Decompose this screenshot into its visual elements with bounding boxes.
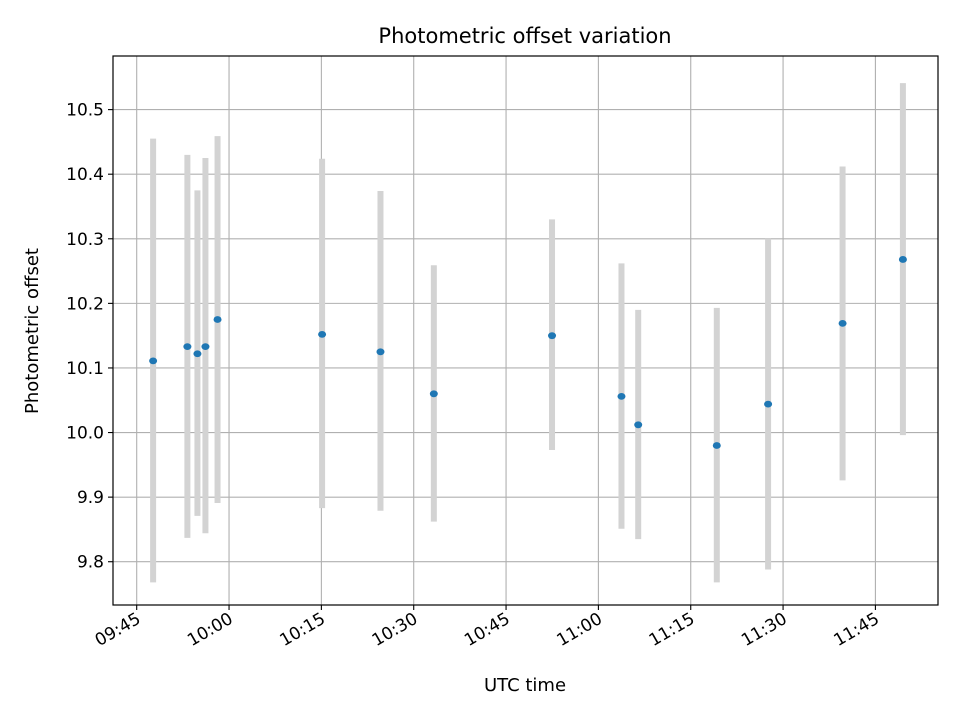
grid-lines [113,56,938,605]
data-point [617,392,626,400]
x-tick-label: 11:15 [646,609,698,651]
data-points [149,256,907,449]
y-axis-ticks: 9.8 9.9 10.0 10.1 10.2 10.3 10.4 10.5 [66,101,113,573]
data-point [376,348,385,356]
x-tick-label: 11:30 [738,609,790,651]
data-point [201,343,210,351]
x-tick-label: 09:45 [92,609,144,651]
data-point [634,421,643,429]
y-tick-label: 9.9 [77,488,104,508]
plot-area-frame [112,55,939,606]
y-tick-label: 10.0 [66,424,104,444]
data-point [193,350,202,358]
data-point [213,316,222,323]
x-tick-label: 10:15 [276,609,328,651]
y-axis-label: Photometric offset [22,248,43,414]
data-point [183,343,192,351]
y-tick-label: 10.4 [66,165,104,185]
x-axis-ticks: 09:45 10:00 10:15 10:30 10:45 11:00 11:15 11:30… [92,605,883,651]
chart-title: Photometric offset variation [378,24,671,48]
data-point [764,400,773,408]
x-tick-label: 11:45 [830,609,882,651]
data-point [149,357,158,365]
data-point [898,256,907,263]
y-tick-label: 10.1 [66,359,104,379]
y-tick-label: 9.8 [77,553,104,573]
data-point [548,332,557,340]
error-bars [150,83,906,583]
data-point [838,319,847,327]
x-tick-label: 10:45 [461,609,513,651]
y-tick-label: 10.5 [66,101,104,121]
data-point [712,442,721,449]
y-tick-label: 10.2 [66,294,104,314]
x-tick-label: 10:00 [184,609,236,651]
data-point [429,390,438,398]
x-axis-label: UTC time [484,675,566,696]
y-tick-label: 10.3 [66,230,104,250]
x-tick-label: 11:00 [553,609,605,651]
data-point [318,330,327,338]
x-tick-label: 10:30 [369,609,421,651]
